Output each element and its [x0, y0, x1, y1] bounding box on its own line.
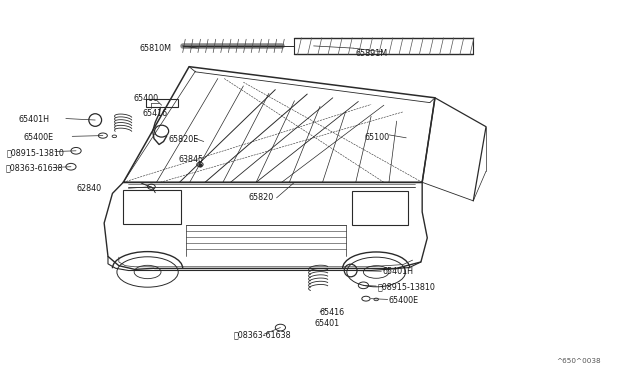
- Bar: [124, 190, 180, 224]
- Text: 65100: 65100: [365, 133, 390, 142]
- Bar: [147, 99, 178, 108]
- Text: 65401H: 65401H: [19, 115, 49, 124]
- Text: 65400E: 65400E: [23, 132, 53, 142]
- Text: Ⓥ08915-13810: Ⓥ08915-13810: [378, 282, 435, 291]
- Text: 65401: 65401: [315, 319, 340, 328]
- Text: 65400E: 65400E: [389, 296, 419, 305]
- Text: Ⓥ08915-13810: Ⓥ08915-13810: [7, 148, 65, 157]
- Text: 65416: 65416: [320, 308, 345, 317]
- Text: 65820: 65820: [248, 193, 274, 202]
- Text: ^650^0038: ^650^0038: [556, 358, 601, 364]
- Text: 65416: 65416: [143, 109, 168, 118]
- Text: Ⓢ08363-61638: Ⓢ08363-61638: [6, 164, 63, 173]
- Text: 62840: 62840: [76, 185, 101, 193]
- Text: 65401H: 65401H: [383, 267, 413, 276]
- Text: 65820E: 65820E: [168, 135, 198, 144]
- Bar: [352, 191, 408, 225]
- Text: 65400: 65400: [134, 94, 159, 103]
- Text: 65810M: 65810M: [140, 44, 172, 53]
- Text: 63845: 63845: [178, 155, 204, 164]
- Text: 65891M: 65891M: [355, 49, 387, 58]
- Text: Ⓢ08363-61638: Ⓢ08363-61638: [234, 330, 291, 340]
